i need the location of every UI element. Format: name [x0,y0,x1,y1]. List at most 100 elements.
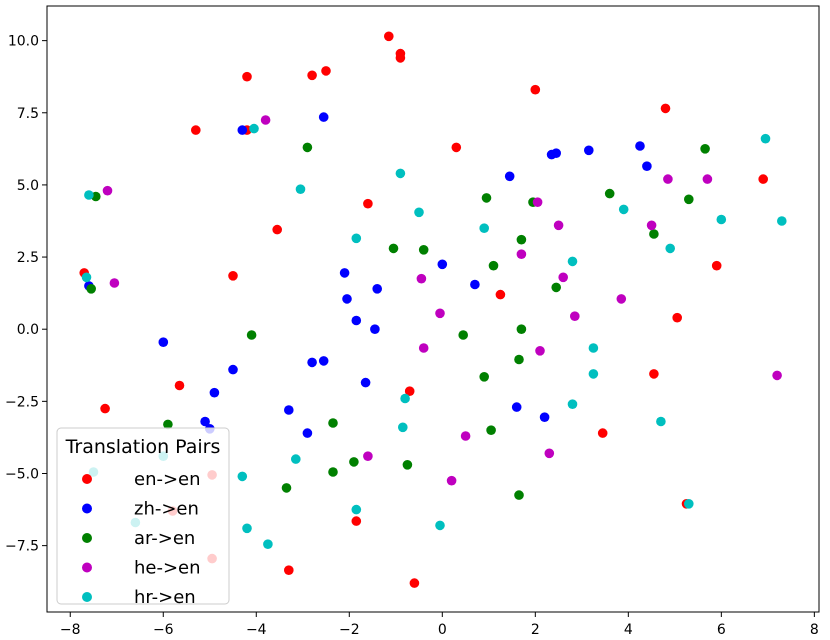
y-tick-label: −7.5 [5,539,39,555]
data-point [249,123,259,134]
x-tick-label: 8 [810,622,819,638]
data-point [684,499,694,509]
data-point [516,249,527,259]
data-point [684,194,694,205]
data-point [328,467,338,477]
data-point [642,161,652,171]
data-point [351,504,362,515]
data-point [711,260,722,271]
data-point [618,204,629,215]
data-point [716,214,727,225]
data-point [281,483,292,493]
data-point [81,272,92,283]
x-tick-label: −6 [153,622,174,638]
data-point [228,364,238,375]
x-tick-label: 4 [624,622,633,638]
data-point [339,268,350,278]
data-point [567,256,578,267]
data-point [372,284,383,294]
legend-label: ar->en [134,528,195,549]
x-axis: −8 −6 −4 −2 0 2 4 6 8 [60,612,819,638]
data-point [360,377,371,388]
data-point [100,403,110,414]
data-point [307,357,317,368]
y-tick-label: 2.5 [17,250,39,266]
data-point [414,207,424,218]
data-point [479,372,490,382]
data-point [488,260,499,271]
data-point [660,103,671,114]
data-point [760,133,771,144]
data-point [702,174,713,184]
data-point [321,66,331,76]
data-point [460,431,471,441]
legend-marker [82,474,92,484]
data-point [395,53,406,63]
legend-box [56,427,230,605]
data-point [328,418,338,428]
data-point [263,539,273,549]
data-point [514,490,524,500]
data-point [481,193,492,203]
data-point [514,354,524,365]
x-tick-label: 2 [531,622,540,638]
data-point [486,425,496,436]
data-point [495,289,506,300]
y-tick-label: 0.0 [17,322,39,338]
data-point [567,399,578,410]
data-point [384,31,394,42]
data-point [191,125,201,135]
legend-label: zh->en [134,499,199,520]
data-point [272,224,283,235]
data-point [302,142,313,153]
data-point [446,475,457,486]
data-point [102,185,113,196]
data-point [511,402,522,412]
data-point [86,284,96,294]
data-point [174,380,185,391]
data-point [242,523,252,534]
data-point [349,457,359,467]
data-point [700,144,710,154]
x-tick-label: 0 [438,622,447,638]
data-point [435,308,445,319]
data-point [418,245,429,255]
plot-area-frame [46,5,820,613]
legend-marker [82,562,92,573]
data-point [400,393,410,404]
data-point [649,369,659,379]
data-point [635,141,645,151]
data-point [246,330,257,340]
data-point [200,416,210,427]
data-point [260,115,271,125]
legend-marker [82,533,92,543]
data-point [544,448,555,459]
data-point [409,578,420,588]
data-point [551,282,561,293]
data-point [237,125,248,135]
data-point [772,370,782,381]
data-point [351,516,362,526]
data-point [395,168,406,179]
data-point [616,294,627,304]
data-point [532,197,543,207]
data-point [342,294,352,304]
data-point [539,412,550,423]
points-layer [79,31,787,588]
data-point [672,312,682,323]
y-tick-label: 10.0 [8,34,39,50]
data-point [318,356,329,366]
data-point [553,220,564,231]
legend-label: hr->en [134,587,196,608]
data-point [416,273,427,284]
data-point [437,259,448,270]
data-point [363,198,373,209]
data-point [158,337,169,348]
data-point [479,223,490,233]
data-point [318,112,329,122]
x-tick-label: −4 [246,622,267,638]
y-tick-label: −5.0 [5,466,39,482]
data-point [307,70,317,81]
data-point [546,149,557,160]
